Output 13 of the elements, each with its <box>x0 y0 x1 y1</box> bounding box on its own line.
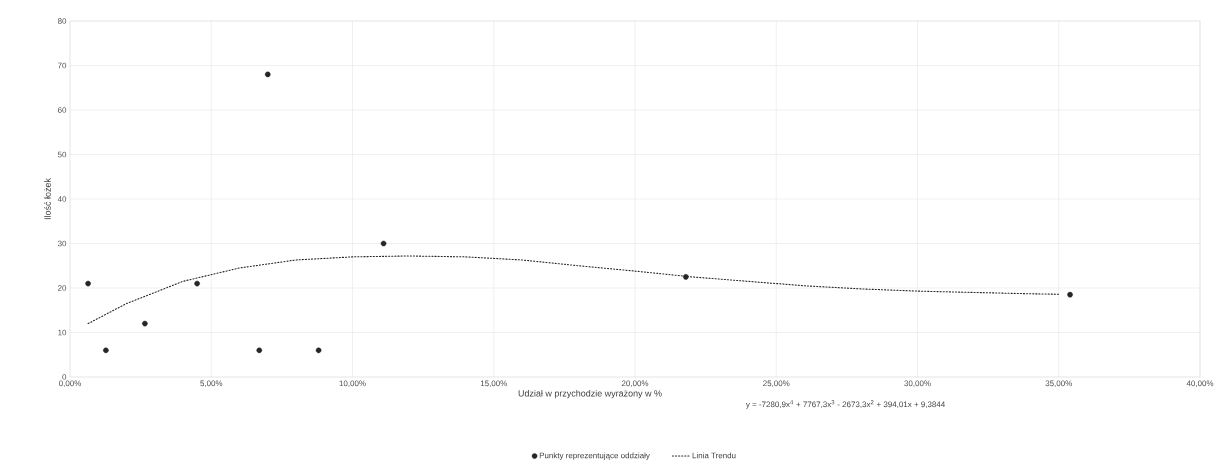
line-series <box>87 255 1060 325</box>
point <box>142 320 148 327</box>
point <box>85 280 91 287</box>
point <box>683 274 689 280</box>
point <box>256 347 263 354</box>
point <box>194 280 200 287</box>
y-axis-title: Ilość łożek <box>44 178 51 220</box>
point <box>380 240 387 247</box>
x-axis-title: Udział w przychodzie wyrażony w % <box>518 389 662 399</box>
point <box>264 71 271 78</box>
point <box>1067 291 1073 298</box>
point <box>315 347 322 354</box>
point <box>103 347 109 354</box>
